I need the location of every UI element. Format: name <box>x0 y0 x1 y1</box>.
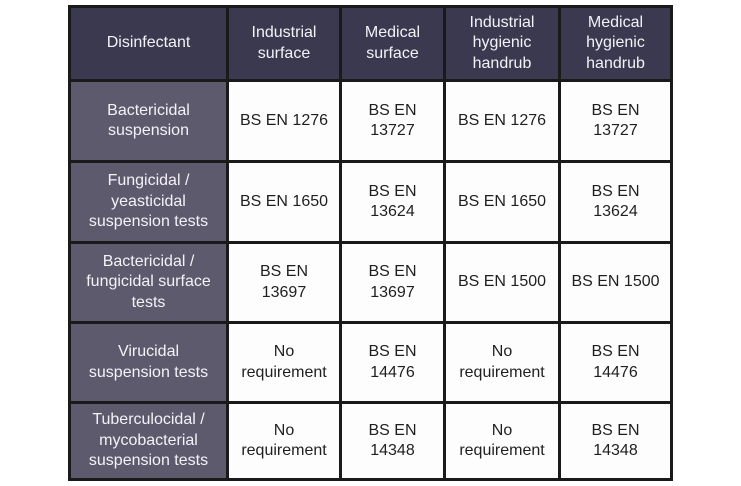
row-header-bactericidal-suspension: Bactericidal suspension <box>71 82 226 160</box>
column-header-medical-surface: Medical surface <box>342 8 443 79</box>
table-cell: No requirement <box>229 404 339 478</box>
table-cell: BS EN 13624 <box>561 163 670 241</box>
row-header-tuberculocidal-mycobacterial: Tuberculocidal / mycobacterial suspensio… <box>71 404 226 478</box>
column-header-industrial-surface: Industrial surface <box>229 8 339 79</box>
table-cell: BS EN 1500 <box>446 244 558 321</box>
table-cell: No requirement <box>446 324 558 401</box>
row-header-bactericidal-fungicidal-surface: Bactericidal / fungicidal surface tests <box>71 244 226 321</box>
table-cell: BS EN 13697 <box>229 244 339 321</box>
table-cell: BS EN 14476 <box>342 324 443 401</box>
table-cell: BS EN 1276 <box>446 82 558 160</box>
table-cell: No requirement <box>229 324 339 401</box>
table-cell: BS EN 13727 <box>342 82 443 160</box>
table-cell: BS EN 14476 <box>561 324 670 401</box>
table-cell: BS EN 1650 <box>446 163 558 241</box>
row-header-virucidal-suspension: Virucidal suspension tests <box>71 324 226 401</box>
table-cell: BS EN 14348 <box>342 404 443 478</box>
disinfectant-standards-table: Disinfectant Industrial surface Medical … <box>68 5 673 481</box>
column-header-industrial-hygienic-handrub: Industrial hygienic handrub <box>446 8 558 79</box>
column-header-disinfectant: Disinfectant <box>71 8 226 79</box>
row-header-fungicidal-yeasticidal: Fungicidal / yeasticidal suspension test… <box>71 163 226 241</box>
table-cell: BS EN 13727 <box>561 82 670 160</box>
table-cell: BS EN 1276 <box>229 82 339 160</box>
table-cell: BS EN 1500 <box>561 244 670 321</box>
table-cell: BS EN 14348 <box>561 404 670 478</box>
column-header-medical-hygienic-handrub: Medical hygienic handrub <box>561 8 670 79</box>
table-cell: BS EN 1650 <box>229 163 339 241</box>
table-cell: No requirement <box>446 404 558 478</box>
table-cell: BS EN 13697 <box>342 244 443 321</box>
table-cell: BS EN 13624 <box>342 163 443 241</box>
